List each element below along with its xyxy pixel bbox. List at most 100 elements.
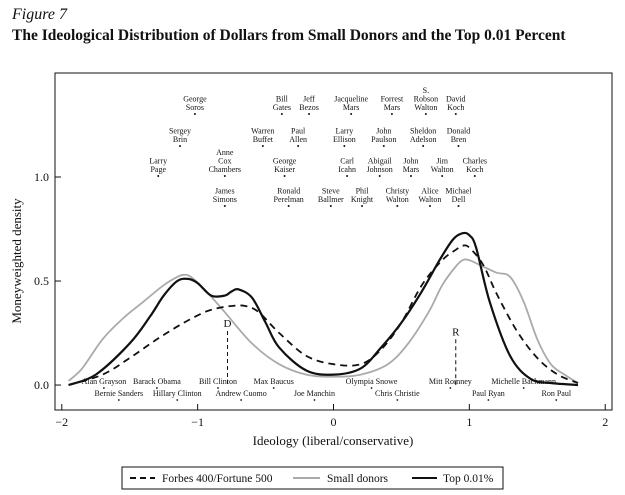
politician-point (240, 399, 243, 401)
billionaire-name-line: Allen (289, 135, 307, 144)
billionaire-point (346, 175, 349, 177)
billionaire-point (157, 175, 160, 177)
billionaire-name-line: Icahn (338, 165, 356, 174)
billionaire-point (409, 175, 412, 177)
series-line-small-donors (67, 258, 579, 384)
politician-label: Joe Manchin (294, 389, 335, 401)
politician-point (103, 387, 105, 389)
billionaire-name-line: Perelman (274, 195, 304, 204)
billionaire-name-line: Bezos (299, 103, 319, 112)
politician-name: Max Baucus (254, 377, 294, 386)
billionaire-name-line: Alice (421, 187, 439, 196)
billionaire-name-line: John (376, 127, 391, 136)
politician-label: Alan Grayson (82, 377, 127, 389)
billionaire-name-line: Sergey (169, 127, 191, 136)
billionaire-name-line: Phil (356, 187, 370, 196)
billionaire-name-line: Koch (466, 165, 483, 174)
billionaire-name-line: Johnson (367, 165, 393, 174)
legend: Forbes 400/Fortune 500 Small donors Top … (121, 466, 504, 490)
politician-name: Andrew Cuomo (215, 389, 266, 398)
billionaire-point (280, 113, 283, 115)
billionaire-point (329, 205, 332, 207)
politician-name: Joe Manchin (294, 389, 335, 398)
billionaire-name-line: Chambers (209, 165, 241, 174)
billionaire-name-line: Mars (343, 103, 359, 112)
politician-name: Bernie Sanders (95, 389, 144, 398)
politician-name: Alan Grayson (82, 377, 127, 386)
politician-point (117, 399, 120, 401)
billionaire-name-line: Ballmer (318, 195, 344, 204)
billionaire-name-line: Sheldon (410, 127, 436, 136)
politician-point (370, 387, 373, 389)
billionaire-name-line: Simons (213, 195, 237, 204)
billionaire-point (223, 205, 226, 207)
politician-point (522, 387, 525, 389)
billionaire-point (361, 205, 364, 207)
chart-title: The Ideological Distribution of Dollars … (12, 27, 566, 44)
politician-point (176, 399, 179, 401)
politician-label: Hillary Clinton (153, 389, 202, 401)
billionaire-point (424, 113, 427, 115)
billionaire-name-line: Larry (335, 127, 353, 136)
billionaire-name-line: Koch (447, 103, 464, 112)
politician-point (313, 399, 316, 401)
politician-label: Olympia Snowe (346, 377, 398, 389)
billionaire-point (350, 113, 353, 115)
billionaire-name-line: Carl (340, 157, 355, 166)
figure-label: Figure 7 (12, 6, 67, 23)
billionaire-name-line: Ronald (277, 187, 300, 196)
billionaire-name-line: James (215, 187, 235, 196)
politician-point (155, 387, 158, 389)
party-marker-label: D (224, 318, 232, 330)
series-layer (67, 231, 579, 387)
billionaire-name-line: Paulson (371, 135, 396, 144)
politician-label: Chris Christie (375, 389, 420, 401)
politician-point (396, 399, 399, 401)
billionaire-name-line: Knight (351, 195, 374, 204)
billionaire-name-line: Dell (452, 195, 467, 204)
billionaire-name-line: Soros (186, 103, 204, 112)
billionaire-point (422, 145, 425, 147)
politician-label: Bill Clinton (199, 377, 237, 389)
series-line-forbes (68, 244, 579, 386)
politician-point (487, 399, 490, 401)
legend-label-forbes: Forbes 400/Fortune 500 (162, 473, 273, 485)
billionaire-point (343, 145, 346, 147)
billionaire-name-line: Buffet (253, 135, 274, 144)
billionaire-name-line: Mars (384, 103, 400, 112)
billionaire-point (441, 175, 444, 177)
billionaire-name-line: Walton (414, 103, 437, 112)
billionaire-name-line: Christy (386, 187, 410, 196)
billionaire-name-line: Bill (276, 95, 289, 104)
x-axis: −2 −1 0 1 2 (55, 404, 608, 429)
series-line-top-001 (68, 231, 579, 387)
billionaire-name-line: Charles (463, 157, 487, 166)
billionaire-name-line: Mars (403, 165, 419, 174)
billionaire-point (261, 145, 264, 147)
billionaire-name-line: Warren (251, 127, 274, 136)
x-axis-label: Ideology (liberal/conservative) (253, 433, 414, 448)
billionaire-name-line: Walton (386, 195, 409, 204)
billionaire-point (223, 175, 226, 177)
billionaire-name-line: Walton (431, 165, 454, 174)
billionaire-name-line: George (183, 95, 207, 104)
politician-label: Andrew Cuomo (215, 389, 267, 401)
politician-label: Bernie Sanders (95, 389, 144, 401)
